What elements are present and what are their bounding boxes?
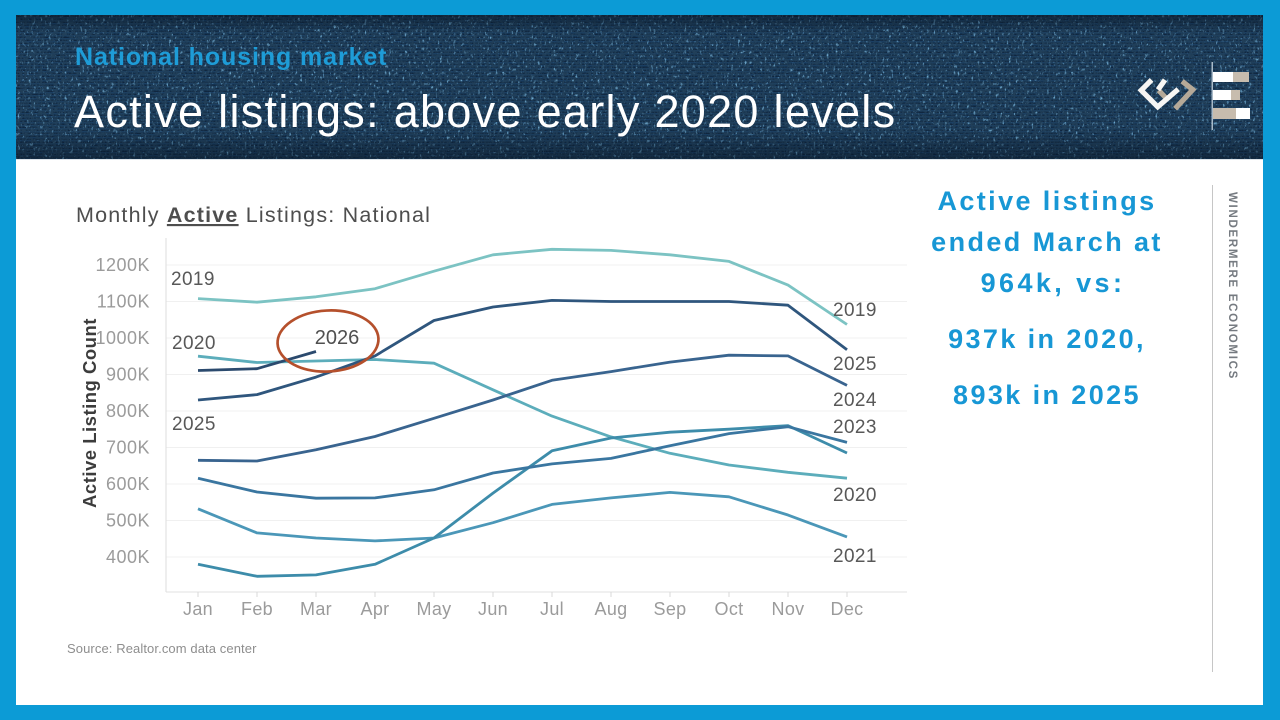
svg-text:Monthly Active Listings: Natio: Monthly Active Listings: National (76, 203, 431, 227)
svg-text:2026: 2026 (315, 327, 360, 349)
svg-text:800K: 800K (106, 401, 150, 421)
svg-text:Sep: Sep (654, 599, 687, 619)
svg-text:Jul: Jul (540, 599, 564, 619)
svg-text:2019: 2019 (171, 269, 215, 290)
svg-text:400K: 400K (106, 547, 150, 567)
svg-text:2021: 2021 (833, 546, 877, 567)
svg-text:Active Listing Count: Active Listing Count (79, 318, 100, 508)
svg-text:Oct: Oct (715, 599, 744, 619)
svg-text:Feb: Feb (241, 599, 273, 619)
svg-text:2025: 2025 (172, 414, 216, 435)
svg-text:Aug: Aug (595, 599, 628, 619)
svg-text:Apr: Apr (361, 599, 390, 619)
svg-text:1200K: 1200K (95, 255, 150, 275)
svg-text:Mar: Mar (300, 599, 332, 619)
svg-text:May: May (417, 599, 452, 619)
svg-text:500K: 500K (106, 511, 150, 531)
svg-text:2024: 2024 (833, 390, 877, 411)
svg-text:2023: 2023 (833, 417, 877, 438)
svg-text:2019: 2019 (833, 300, 877, 321)
svg-text:2025: 2025 (833, 354, 877, 375)
svg-text:Jan: Jan (183, 599, 213, 619)
svg-text:2020: 2020 (833, 485, 877, 506)
svg-text:600K: 600K (106, 474, 150, 494)
svg-text:2020: 2020 (172, 333, 216, 354)
svg-text:900K: 900K (106, 365, 150, 385)
svg-text:1000K: 1000K (95, 328, 150, 348)
svg-text:Nov: Nov (772, 599, 805, 619)
svg-text:700K: 700K (106, 438, 150, 458)
svg-text:1100K: 1100K (97, 292, 150, 312)
svg-text:Jun: Jun (478, 599, 508, 619)
svg-text:Dec: Dec (831, 599, 864, 619)
